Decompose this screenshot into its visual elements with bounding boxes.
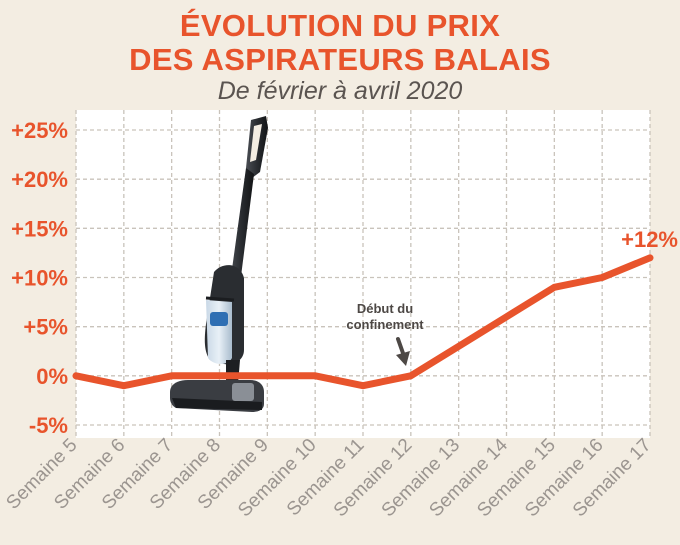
annotation-line1: Début du [357, 301, 413, 316]
series-line-price [72, 254, 654, 390]
y-tick-label: +15% [11, 216, 68, 241]
y-tick-label: +5% [23, 315, 68, 340]
y-tick-label: +20% [11, 167, 68, 192]
y-tick-label: +25% [11, 118, 68, 143]
chart-title-line2: DES ASPIRATEURS BALAIS [129, 42, 551, 77]
y-tick-label: -5% [29, 413, 68, 438]
y-tick-label: +10% [11, 266, 68, 291]
chart-title-line1: ÉVOLUTION DU PRIX [179, 8, 501, 43]
y-tick-label: 0% [36, 364, 68, 389]
annotation-line2: confinement [346, 317, 424, 332]
chart-subtitle: De février à avril 2020 [217, 77, 463, 105]
y-axis-ticks: -5% 0% +5% +10% +15% +20% +25% [11, 118, 68, 438]
grid [75, 110, 651, 438]
end-value-label: +12% [621, 227, 678, 252]
stick-vacuum-illustration [170, 116, 268, 412]
annotation-arrow [396, 337, 410, 366]
